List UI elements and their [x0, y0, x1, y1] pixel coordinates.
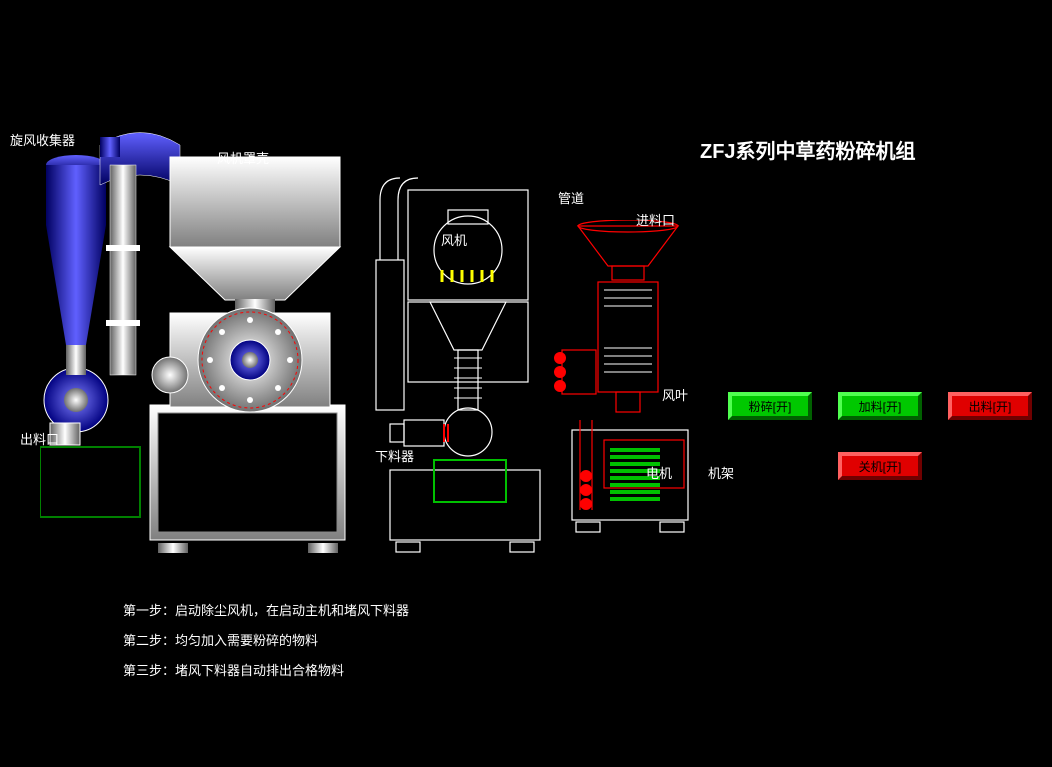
label-feeder: 下料器: [375, 446, 414, 465]
label-fanhousing: 风机罩壳: [217, 148, 269, 167]
page-title: ZFJ系列中草药粉碎机组: [700, 135, 916, 164]
label-motor: 电机: [646, 463, 672, 482]
step-2: 第二步：均匀加入需要粉碎的物料: [123, 630, 318, 649]
shutdown-button[interactable]: 关机[开]: [838, 452, 922, 480]
machine-mid: [370, 170, 550, 560]
hmi-screen: { "title": { "text": "ZFJ系列中草药粉碎机组", "x"…: [0, 0, 1052, 767]
step-1: 第一步：启动除尘风机，在启动主机和堵风下料器: [123, 600, 409, 619]
label-frame: 机架: [708, 463, 734, 482]
feed-button[interactable]: 加料[开]: [838, 392, 922, 420]
label-fan: 风机: [441, 230, 467, 249]
crush-button[interactable]: 粉碎[开]: [728, 392, 812, 420]
label-cyclone: 旋风收集器: [10, 130, 75, 149]
discharge-button[interactable]: 出料[开]: [948, 392, 1032, 420]
step-3: 第三步：堵风下料器自动排出合格物料: [123, 660, 344, 679]
label-outlet: 出料口: [20, 429, 59, 448]
label-fanleaf: 风叶: [662, 385, 688, 404]
label-duct: 管道: [558, 188, 584, 207]
machine-left: [40, 125, 350, 555]
label-inlet: 进料口: [636, 210, 675, 229]
